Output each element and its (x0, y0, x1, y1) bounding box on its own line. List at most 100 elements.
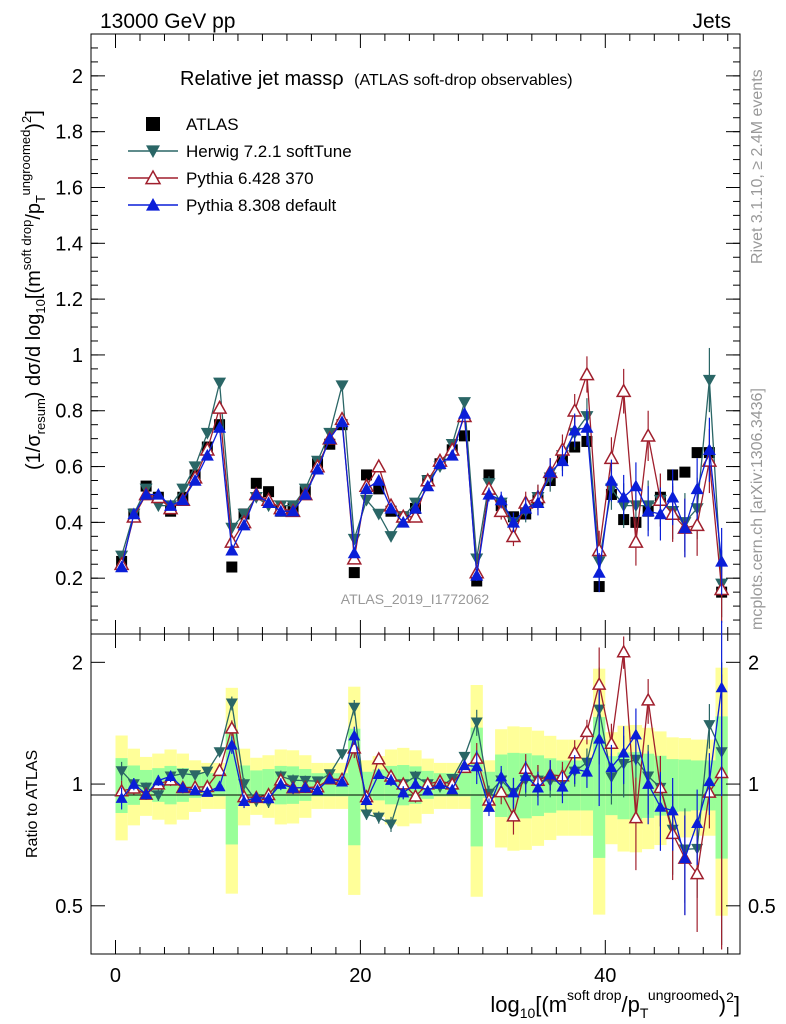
ratio-point (140, 788, 153, 800)
ratio-y-tick-label: 2 (72, 652, 83, 674)
ratio-point (703, 720, 716, 731)
ratio-point (616, 644, 631, 658)
band-green (678, 759, 692, 812)
ratio-point (360, 794, 373, 805)
ratio-y-tick-label-right: 1 (748, 774, 759, 796)
legend-marker (144, 169, 162, 185)
mc-point (580, 420, 594, 433)
mc-point (372, 508, 386, 521)
mc-point (666, 490, 680, 503)
mc-point (115, 560, 129, 573)
ratio-point (213, 780, 226, 792)
ratio-point (201, 766, 214, 778)
mc-point (176, 493, 190, 506)
analysis-watermark: ATLAS_2019_I1772062 (341, 591, 490, 607)
mc-point (384, 531, 398, 543)
ratio-point (311, 783, 324, 795)
legend-marker (146, 117, 160, 131)
ratio-point (640, 692, 656, 706)
ratio-y-axis-label: Ratio to ATLAS (24, 750, 41, 858)
mc-point (249, 487, 263, 500)
ratio-point (617, 746, 630, 758)
mc-point (262, 496, 276, 509)
data-point (679, 466, 691, 478)
y-tick-label: 1.2 (55, 289, 83, 311)
ratio-point (274, 778, 287, 789)
mc-point (506, 515, 520, 528)
ratio-point (519, 770, 532, 781)
mc-point (176, 483, 190, 496)
ratio-point (152, 774, 165, 786)
y-tick-label: 0.4 (55, 512, 83, 534)
mc-point (457, 407, 471, 419)
mc-point (617, 490, 631, 503)
legend-marker (146, 198, 160, 211)
mc-point (335, 415, 349, 428)
mc-point (457, 397, 471, 409)
mc-point (188, 474, 202, 486)
mc-point (678, 521, 692, 534)
ratio-point (127, 778, 140, 789)
ratio-point (287, 782, 300, 793)
ratio-y-tick-label: 1 (72, 774, 83, 796)
y-axis-label: (1/σresum) dσ/d log10[(msoft drop/pTungr… (18, 110, 48, 470)
main-panel-series (113, 347, 730, 623)
ratio-point (593, 732, 606, 744)
ratio-point (629, 728, 642, 740)
ratio-point (152, 790, 165, 802)
ratio-point (678, 852, 691, 864)
axes: 0.20.40.60.811.21.41.61.820.5 0.51 12 20 20 4… (55, 34, 776, 987)
ratio-y-tick-label-right: 2 (748, 652, 759, 674)
mc-point (164, 499, 178, 511)
ratio-point (654, 801, 667, 812)
mc-point (445, 448, 459, 461)
ratio-point (493, 784, 509, 798)
ratio-point (458, 759, 471, 771)
ratio-point (164, 770, 177, 782)
mc-point (200, 448, 214, 461)
mc-point (407, 508, 424, 523)
data-point (691, 447, 703, 459)
mc-point (347, 546, 361, 559)
ratio-point (531, 781, 544, 793)
chart-title: Relative jet massρ (ATLAS soft-drop obse… (180, 68, 573, 90)
mc-point (151, 487, 165, 500)
ratio-point (213, 747, 226, 759)
mc-point (213, 420, 227, 433)
ratio-point (189, 784, 202, 796)
data-point (483, 469, 495, 481)
y-tick-label: 0.8 (55, 401, 83, 423)
mc-point (641, 504, 655, 517)
ratio-point (212, 763, 227, 777)
mc-point (188, 461, 202, 474)
band-green (250, 770, 263, 800)
data-point (250, 477, 262, 489)
ratio-point (642, 778, 655, 789)
ratio-point (372, 768, 385, 780)
ratio-y-tick-label: 0.5 (55, 896, 83, 918)
ratio-point (715, 681, 728, 693)
legend-label: Pythia 6.428 370 (186, 169, 314, 188)
data-point (226, 561, 238, 573)
ratio-point (336, 775, 349, 787)
mc-point (200, 427, 214, 440)
mc-point (360, 482, 374, 495)
mc-point (702, 374, 716, 387)
ratio-point (385, 819, 398, 831)
ratio-point (189, 770, 202, 782)
mc-point (370, 458, 387, 473)
mc-point (274, 504, 288, 517)
mc-point (629, 479, 643, 492)
mc-point (653, 507, 667, 520)
ratio-point (385, 774, 398, 785)
mc-point (311, 462, 325, 475)
ratio-point (360, 809, 373, 821)
ratio-point (446, 783, 459, 795)
ratio-point (556, 780, 569, 792)
ratio-series-line (121, 651, 723, 876)
ratio-point (579, 724, 595, 738)
x-tick-label: 0 (110, 965, 121, 987)
y-tick-label: 1.4 (55, 233, 83, 255)
ratio-point (482, 801, 495, 812)
mcplots-label: mcplots.cern.ch [arXiv:1306.3436] (749, 388, 766, 630)
